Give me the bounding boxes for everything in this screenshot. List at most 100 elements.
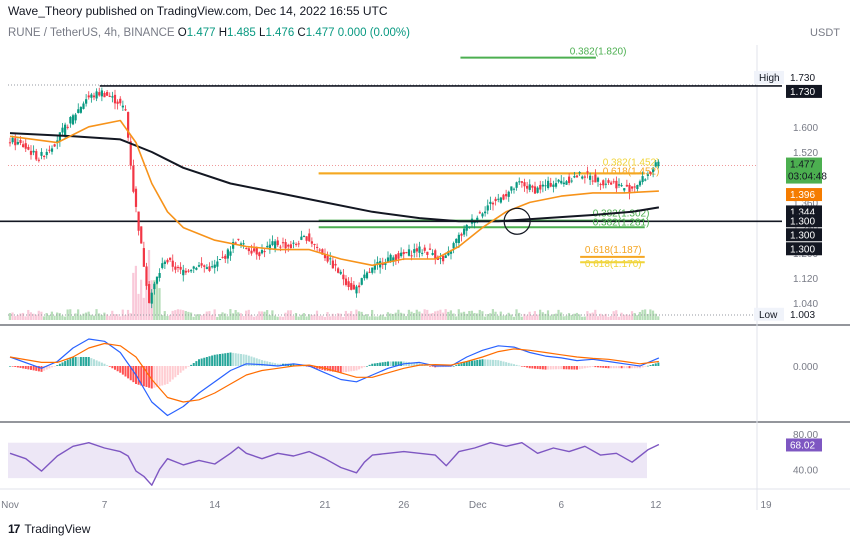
price-tick-label: 1.600: [793, 123, 818, 134]
volume-bar: [208, 311, 211, 320]
macd-histogram-bar: [111, 366, 114, 369]
tradingview-logo[interactable]: 17 TradingView: [8, 522, 90, 536]
volume-bar: [158, 288, 161, 320]
macd-histogram-bar: [573, 366, 576, 370]
candle-body: [295, 243, 298, 245]
macd-histogram-bar: [615, 366, 618, 369]
rsi-line: [9, 442, 660, 486]
candle-body: [195, 267, 198, 270]
candle-body: [318, 249, 321, 251]
macd-histogram-bar: [114, 366, 116, 370]
candle-body: [418, 246, 421, 253]
volume-bar: [205, 311, 208, 320]
macd-histogram-bar: [174, 366, 177, 378]
axis-tag-label: Low: [759, 310, 778, 321]
symbol-pair[interactable]: RUNE / TetherUS, 4h, BINANCE: [8, 27, 175, 39]
volume-bar: [187, 311, 190, 320]
macd-histogram-bar: [72, 357, 74, 366]
candle-body: [518, 181, 521, 183]
macd-histogram-bar: [376, 363, 379, 366]
macd-histogram-bar: [303, 365, 305, 367]
candle-body: [589, 175, 592, 180]
volume-bar: [29, 312, 32, 320]
volume-bar: [103, 312, 106, 320]
candle-body: [426, 251, 429, 255]
axis-price-box: [786, 84, 822, 98]
candle-body: [373, 264, 376, 270]
candle-body: [329, 258, 332, 260]
candle-body: [45, 151, 48, 156]
candle-body: [633, 186, 636, 188]
candle-body: [578, 172, 581, 174]
macd-histogram-bar: [184, 366, 187, 369]
candle-body: [90, 94, 93, 98]
candle-body: [649, 172, 652, 174]
candle-body: [242, 243, 245, 245]
macd-histogram-bar: [599, 366, 602, 368]
macd-histogram-bar: [43, 366, 46, 371]
candle-body: [224, 255, 227, 259]
candle-body: [625, 184, 628, 187]
macd-histogram-bar: [431, 366, 434, 367]
candle-body: [594, 174, 597, 183]
candle-body: [457, 234, 460, 244]
time-tick-label: 26: [398, 500, 410, 511]
macd-histogram-bar: [116, 366, 119, 372]
macd-histogram-bar: [200, 358, 203, 366]
macd-histogram-bar: [276, 363, 279, 366]
candle-body: [77, 109, 80, 113]
candle-body: [182, 269, 185, 276]
macd-histogram-bar: [486, 359, 489, 366]
volume-bar: [470, 310, 473, 320]
ema-slow-line: [9, 132, 660, 223]
macd-histogram-bar: [108, 366, 111, 367]
volume-bar: [231, 313, 235, 320]
volume-bar: [189, 312, 193, 320]
macd-histogram-bar: [463, 362, 466, 366]
volume-bar: [452, 313, 455, 320]
macd-histogram-bar: [366, 366, 368, 367]
volume-bar: [334, 316, 337, 320]
macd-histogram-bar: [502, 361, 505, 366]
volume-bar: [87, 311, 90, 320]
volume-bar: [630, 311, 634, 320]
macd-histogram-bar: [639, 366, 641, 369]
macd-histogram-bar: [90, 358, 93, 366]
macd-line: [9, 338, 660, 417]
candle-body: [169, 257, 172, 260]
volume-bar: [447, 311, 450, 320]
macd-histogram-bar: [205, 357, 208, 366]
candle-body: [405, 252, 408, 254]
volume-bar: [21, 312, 25, 320]
candle-body: [631, 186, 634, 189]
candle-body: [40, 151, 43, 156]
open-label: O1.477: [177, 27, 216, 39]
macd-histogram-bar: [195, 361, 198, 366]
candle-body: [602, 180, 605, 186]
time-tick-label: Nov: [1, 500, 19, 511]
volume-bar: [161, 315, 164, 320]
macd-histogram-bar: [274, 363, 277, 366]
candle-body: [447, 251, 450, 256]
candle-body: [132, 165, 135, 192]
candle-body: [140, 226, 143, 244]
low-label: L1.476: [259, 27, 295, 39]
macd-histogram-bar: [187, 366, 190, 367]
macd-histogram-bar: [268, 361, 271, 366]
macd-tick-label: 0.000: [793, 362, 818, 373]
candle-body: [560, 180, 563, 184]
volume-bar: [602, 315, 605, 320]
volume-bar: [195, 314, 198, 320]
macd-histogram-bar: [158, 366, 161, 387]
macd-histogram-bar: [528, 366, 531, 369]
macd-histogram-bar: [124, 366, 127, 377]
volume-bar: [163, 311, 166, 320]
macd-histogram-bar: [539, 366, 542, 370]
macd-histogram-bar: [132, 366, 135, 383]
candle-body: [402, 252, 405, 255]
candle-body: [536, 187, 539, 193]
macd-histogram-bar: [633, 366, 636, 369]
volume-bar: [407, 309, 410, 320]
candle-body: [473, 222, 476, 224]
